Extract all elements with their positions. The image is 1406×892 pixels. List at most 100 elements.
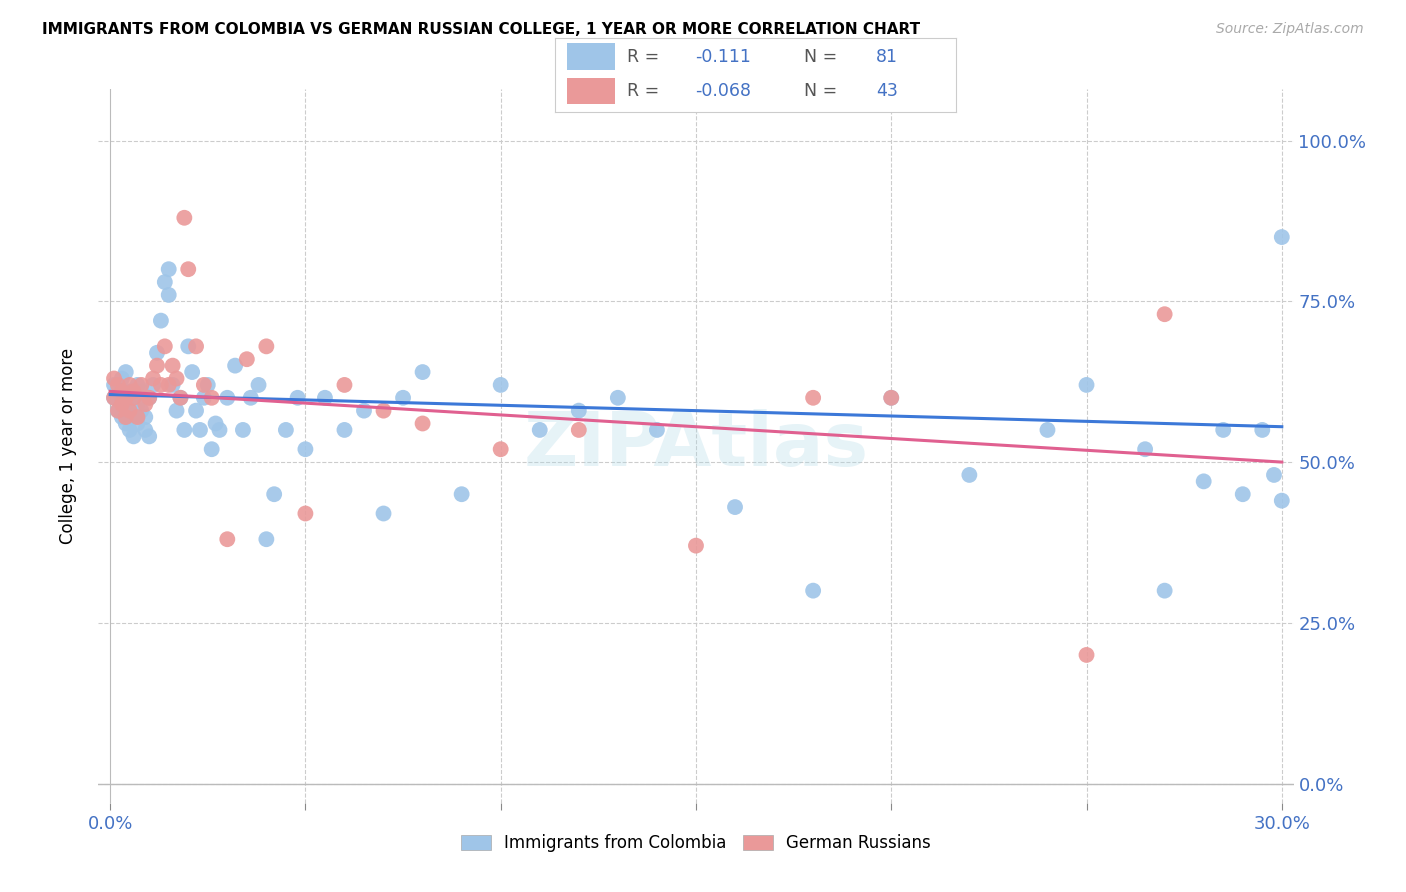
German Russians	[122, 391, 145, 405]
Immigrants from Colombia	[184, 403, 207, 417]
Immigrants from Colombia	[1271, 230, 1294, 244]
Immigrants from Colombia	[645, 423, 668, 437]
German Russians	[153, 339, 176, 353]
German Russians	[568, 423, 591, 437]
Immigrants from Colombia	[138, 391, 160, 405]
Immigrants from Colombia	[166, 403, 188, 417]
German Russians	[103, 391, 125, 405]
Immigrants from Colombia	[122, 429, 145, 443]
German Russians	[107, 378, 129, 392]
German Russians	[412, 417, 434, 431]
Immigrants from Colombia	[142, 378, 165, 392]
German Russians	[114, 391, 136, 405]
Immigrants from Colombia	[1192, 475, 1215, 489]
German Russians	[103, 371, 125, 385]
Immigrants from Colombia	[232, 423, 254, 437]
Immigrants from Colombia	[1263, 467, 1285, 482]
Text: 43: 43	[876, 82, 898, 100]
German Russians	[685, 539, 707, 553]
FancyBboxPatch shape	[568, 44, 616, 70]
Immigrants from Colombia	[118, 384, 141, 399]
Immigrants from Colombia	[138, 429, 160, 443]
German Russians	[201, 391, 224, 405]
Immigrants from Colombia	[529, 423, 551, 437]
Immigrants from Colombia	[193, 391, 215, 405]
Immigrants from Colombia	[122, 410, 145, 425]
German Russians	[162, 359, 184, 373]
Immigrants from Colombia	[122, 391, 145, 405]
Immigrants from Colombia	[263, 487, 285, 501]
Immigrants from Colombia	[111, 410, 134, 425]
Immigrants from Colombia	[247, 378, 270, 392]
Immigrants from Colombia	[412, 365, 434, 379]
Immigrants from Colombia	[450, 487, 472, 501]
German Russians	[177, 262, 200, 277]
Immigrants from Colombia	[1271, 493, 1294, 508]
German Russians	[489, 442, 512, 457]
Immigrants from Colombia	[114, 365, 136, 379]
Immigrants from Colombia	[157, 262, 180, 277]
Immigrants from Colombia	[224, 359, 246, 373]
German Russians	[1076, 648, 1098, 662]
Immigrants from Colombia	[1133, 442, 1156, 457]
Immigrants from Colombia	[239, 391, 262, 405]
Immigrants from Colombia	[1153, 583, 1175, 598]
German Russians	[127, 410, 149, 425]
Immigrants from Colombia	[131, 403, 153, 417]
German Russians	[134, 397, 156, 411]
Immigrants from Colombia	[197, 378, 219, 392]
Immigrants from Colombia	[353, 403, 375, 417]
German Russians	[142, 371, 165, 385]
German Russians	[118, 403, 141, 417]
FancyBboxPatch shape	[568, 78, 616, 104]
German Russians	[254, 339, 277, 353]
Immigrants from Colombia	[134, 410, 156, 425]
Immigrants from Colombia	[107, 403, 129, 417]
Immigrants from Colombia	[801, 583, 824, 598]
Immigrants from Colombia	[1212, 423, 1234, 437]
Text: -0.111: -0.111	[696, 47, 751, 66]
German Russians	[118, 378, 141, 392]
Immigrants from Colombia	[177, 339, 200, 353]
Immigrants from Colombia	[1036, 423, 1059, 437]
Text: N =: N =	[804, 82, 837, 100]
Immigrants from Colombia	[489, 378, 512, 392]
Y-axis label: College, 1 year or more: College, 1 year or more	[59, 348, 77, 544]
German Russians	[294, 507, 316, 521]
Immigrants from Colombia	[118, 403, 141, 417]
German Russians	[173, 211, 195, 225]
Immigrants from Colombia	[314, 391, 336, 405]
German Russians	[166, 371, 188, 385]
German Russians	[236, 352, 259, 367]
Immigrants from Colombia	[181, 365, 204, 379]
Immigrants from Colombia	[127, 378, 149, 392]
Immigrants from Colombia	[254, 533, 277, 547]
Immigrants from Colombia	[114, 397, 136, 411]
Immigrants from Colombia	[724, 500, 747, 514]
Immigrants from Colombia	[1076, 378, 1098, 392]
Text: R =: R =	[627, 82, 659, 100]
Immigrants from Colombia	[201, 442, 224, 457]
German Russians	[107, 403, 129, 417]
Immigrants from Colombia	[157, 288, 180, 302]
German Russians	[111, 384, 134, 399]
Immigrants from Colombia	[134, 423, 156, 437]
Immigrants from Colombia	[333, 423, 356, 437]
Immigrants from Colombia	[146, 345, 169, 359]
Immigrants from Colombia	[153, 275, 176, 289]
Immigrants from Colombia	[217, 391, 239, 405]
Immigrants from Colombia	[169, 391, 191, 405]
Immigrants from Colombia	[294, 442, 316, 457]
Immigrants from Colombia	[111, 371, 134, 385]
German Russians	[122, 384, 145, 399]
Immigrants from Colombia	[880, 391, 903, 405]
Text: R =: R =	[627, 47, 659, 66]
Immigrants from Colombia	[204, 417, 226, 431]
Immigrants from Colombia	[373, 507, 395, 521]
German Russians	[217, 533, 239, 547]
Immigrants from Colombia	[188, 423, 211, 437]
Legend: Immigrants from Colombia, German Russians: Immigrants from Colombia, German Russian…	[454, 828, 938, 859]
German Russians	[880, 391, 903, 405]
Immigrants from Colombia	[957, 467, 980, 482]
Immigrants from Colombia	[103, 391, 125, 405]
